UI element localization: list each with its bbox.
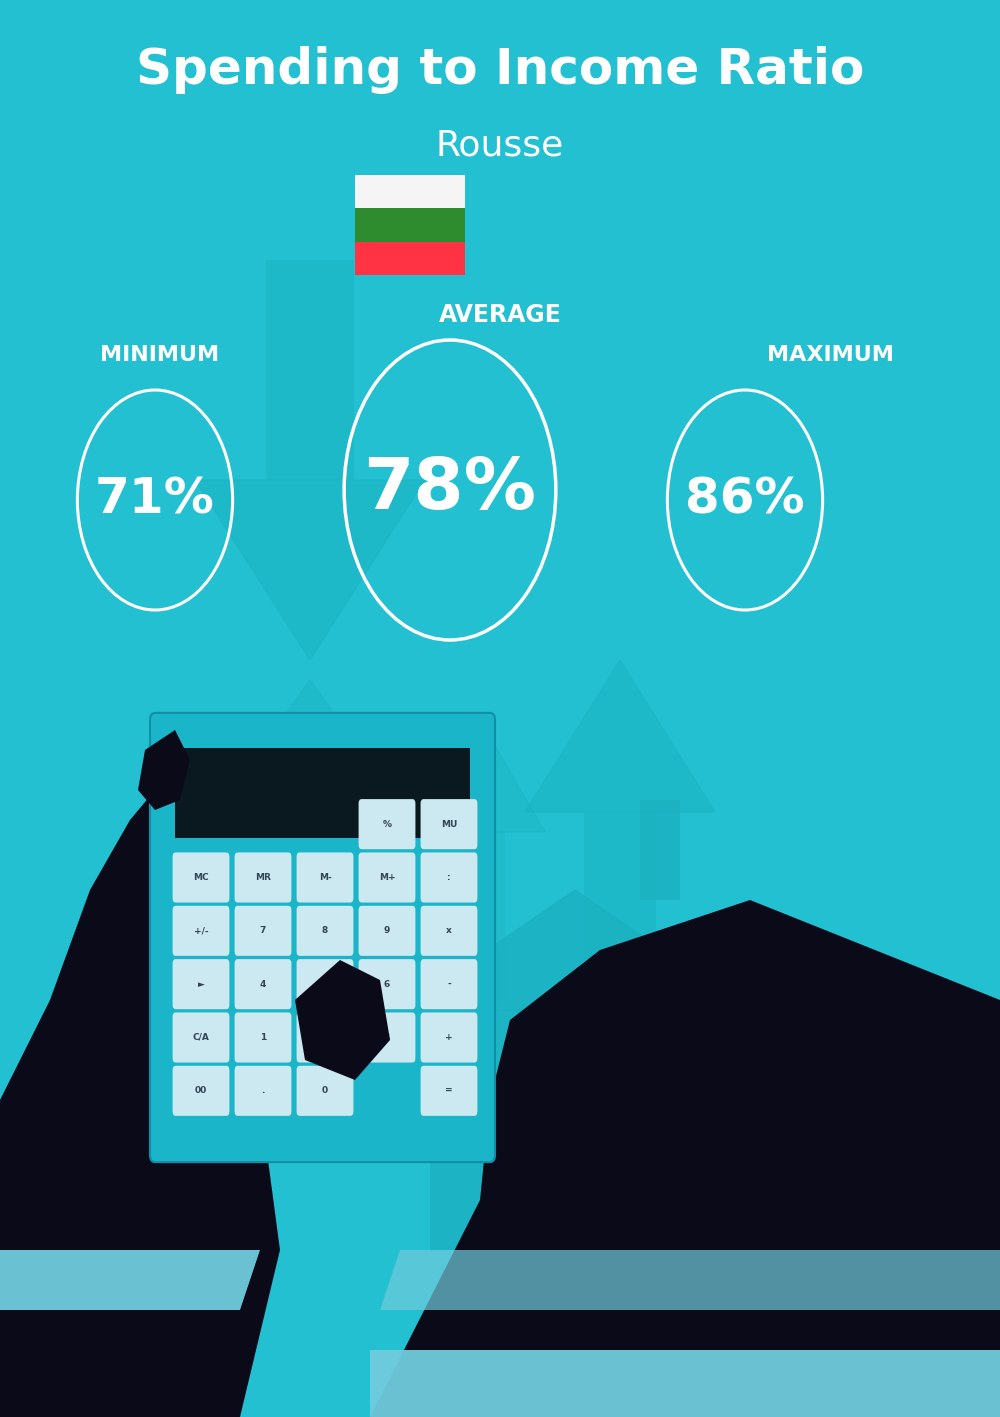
- Text: 00: 00: [195, 1087, 207, 1095]
- Text: .: .: [261, 1087, 265, 1095]
- Text: MAXIMUM: MAXIMUM: [767, 344, 893, 366]
- Bar: [690, 1122, 770, 1136]
- Text: 3: 3: [384, 1033, 390, 1041]
- FancyBboxPatch shape: [235, 959, 291, 1009]
- FancyBboxPatch shape: [297, 1012, 353, 1063]
- Polygon shape: [370, 900, 1000, 1417]
- Bar: [175, 748, 470, 839]
- Bar: [355, 242, 465, 275]
- Bar: [690, 1153, 770, 1168]
- Polygon shape: [195, 480, 425, 660]
- Text: 71%: 71%: [95, 476, 215, 524]
- Bar: [690, 1186, 770, 1200]
- Bar: [270, 828, 350, 1050]
- FancyBboxPatch shape: [297, 905, 353, 956]
- FancyBboxPatch shape: [359, 905, 415, 956]
- FancyBboxPatch shape: [421, 1066, 477, 1115]
- Text: +/-: +/-: [194, 927, 208, 935]
- Text: 9: 9: [384, 927, 390, 935]
- FancyBboxPatch shape: [235, 1066, 291, 1115]
- Polygon shape: [138, 730, 190, 811]
- Text: -: -: [447, 979, 451, 989]
- FancyBboxPatch shape: [359, 959, 415, 1009]
- FancyBboxPatch shape: [359, 799, 415, 849]
- FancyBboxPatch shape: [235, 853, 291, 903]
- Text: AVERAGE: AVERAGE: [439, 303, 561, 327]
- FancyBboxPatch shape: [297, 853, 353, 903]
- FancyBboxPatch shape: [235, 1012, 291, 1063]
- FancyBboxPatch shape: [235, 905, 291, 956]
- Polygon shape: [525, 660, 715, 812]
- Text: 8: 8: [322, 927, 328, 935]
- Polygon shape: [205, 680, 415, 828]
- FancyBboxPatch shape: [173, 959, 229, 1009]
- Bar: [690, 1138, 770, 1152]
- FancyBboxPatch shape: [421, 1012, 477, 1063]
- Text: $: $: [787, 1112, 813, 1146]
- Bar: [640, 801, 680, 900]
- Text: Rousse: Rousse: [436, 128, 564, 162]
- FancyBboxPatch shape: [173, 1066, 229, 1115]
- Polygon shape: [0, 791, 280, 1417]
- Text: 78%: 78%: [364, 455, 536, 524]
- Bar: [355, 208, 465, 242]
- Text: 5: 5: [322, 979, 328, 989]
- Text: 1: 1: [260, 1033, 266, 1041]
- Bar: [793, 1010, 807, 1041]
- Bar: [713, 998, 727, 1027]
- Text: MC: MC: [193, 873, 209, 881]
- Text: +: +: [445, 1033, 453, 1041]
- Text: MINIMUM: MINIMUM: [100, 344, 220, 366]
- Bar: [595, 1161, 655, 1250]
- Bar: [430, 1010, 720, 1250]
- FancyBboxPatch shape: [359, 1012, 415, 1063]
- Text: M+: M+: [379, 873, 395, 881]
- Text: x: x: [446, 927, 452, 935]
- FancyBboxPatch shape: [421, 905, 477, 956]
- Polygon shape: [400, 890, 750, 1010]
- Text: :: :: [447, 873, 451, 881]
- Circle shape: [736, 1040, 864, 1220]
- Bar: [584, 812, 656, 1040]
- Text: ►: ►: [198, 979, 204, 989]
- FancyBboxPatch shape: [421, 959, 477, 1009]
- Text: 86%: 86%: [685, 476, 805, 524]
- Polygon shape: [380, 1250, 1000, 1309]
- Text: 6: 6: [384, 979, 390, 989]
- FancyBboxPatch shape: [421, 853, 477, 903]
- FancyBboxPatch shape: [297, 959, 353, 1009]
- Bar: [690, 1170, 770, 1185]
- FancyBboxPatch shape: [173, 1012, 229, 1063]
- Text: 0: 0: [322, 1087, 328, 1095]
- Bar: [355, 176, 465, 208]
- FancyBboxPatch shape: [150, 713, 495, 1162]
- Text: 7: 7: [260, 927, 266, 935]
- Bar: [535, 1161, 595, 1250]
- Text: C/A: C/A: [193, 1033, 209, 1041]
- Bar: [266, 259, 354, 480]
- FancyBboxPatch shape: [359, 853, 415, 903]
- Bar: [455, 832, 505, 1000]
- Polygon shape: [370, 1350, 1000, 1417]
- Circle shape: [681, 1024, 759, 1135]
- Text: %: %: [382, 819, 392, 829]
- Text: Spending to Income Ratio: Spending to Income Ratio: [136, 45, 864, 94]
- FancyBboxPatch shape: [173, 853, 229, 903]
- Text: MR: MR: [255, 873, 271, 881]
- Text: 4: 4: [260, 979, 266, 989]
- Polygon shape: [415, 720, 545, 832]
- Text: M-: M-: [319, 873, 331, 881]
- FancyBboxPatch shape: [173, 905, 229, 956]
- Text: MU: MU: [441, 819, 457, 829]
- FancyBboxPatch shape: [297, 1066, 353, 1115]
- Text: $: $: [712, 1070, 728, 1090]
- Polygon shape: [0, 1250, 260, 1309]
- Polygon shape: [295, 959, 390, 1080]
- FancyBboxPatch shape: [421, 799, 477, 849]
- Text: =: =: [445, 1087, 453, 1095]
- Text: 2: 2: [322, 1033, 328, 1041]
